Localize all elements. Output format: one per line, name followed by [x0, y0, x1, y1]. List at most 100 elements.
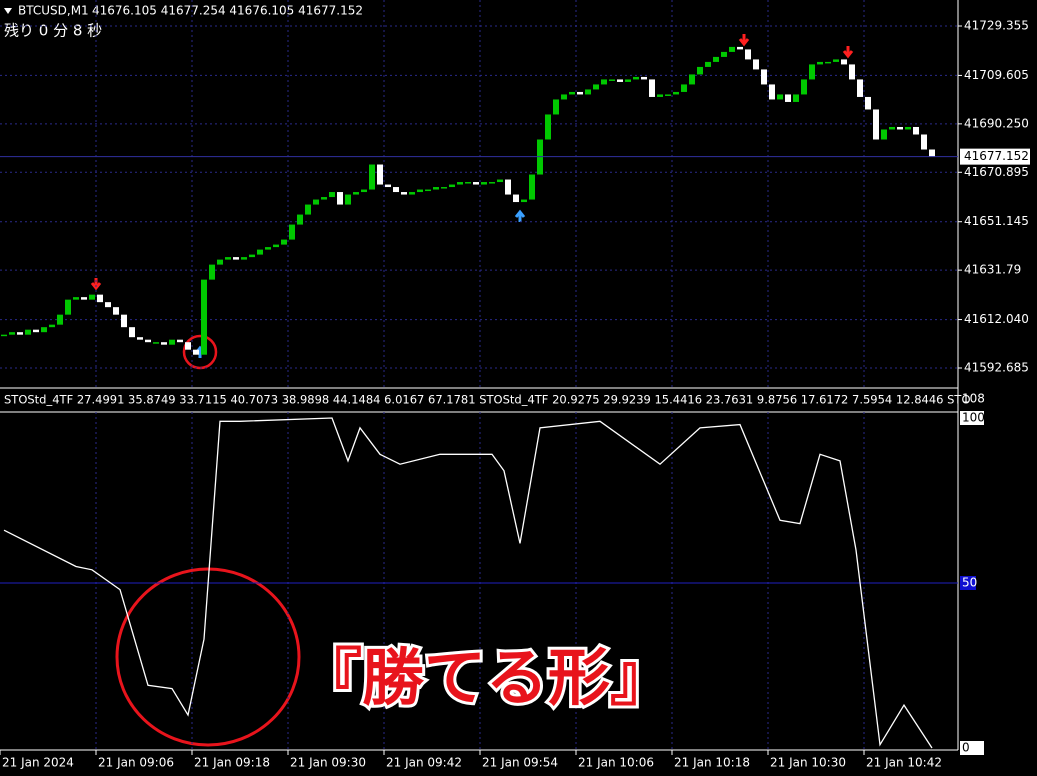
candle [209, 264, 215, 280]
candle [729, 46, 735, 52]
candle [377, 164, 383, 185]
candle [881, 129, 887, 140]
candle [41, 327, 47, 333]
candle [129, 327, 135, 338]
candle [289, 224, 295, 240]
candle [817, 61, 823, 65]
candle [121, 314, 127, 328]
candle [553, 99, 559, 115]
candle [577, 91, 583, 95]
candle [57, 314, 63, 325]
indicator-tick-label: 50 [962, 576, 977, 590]
candle [353, 192, 359, 195]
candle [265, 247, 271, 250]
y-tick-label: 41592.685 [964, 361, 1029, 375]
candle [929, 149, 935, 157]
candle [329, 192, 335, 198]
x-tick-label: 21 Jan 09:06 [98, 756, 174, 770]
candle [609, 79, 615, 81]
candle [73, 297, 79, 300]
candle [737, 46, 743, 50]
candle [225, 257, 231, 260]
candle [361, 189, 367, 193]
indicator-header: STOStd_4TF 27.4991 35.8749 33.7115 40.70… [4, 393, 971, 407]
candle [425, 189, 431, 192]
x-tick-label: 21 Jan 09:54 [482, 756, 558, 770]
y-tick-label: 41631.79 [964, 263, 1021, 277]
x-tick-label: 21 Jan 10:30 [770, 756, 846, 770]
candle [65, 299, 71, 315]
candle [161, 342, 167, 345]
candle [753, 59, 759, 70]
candle [721, 51, 727, 57]
candle [241, 257, 247, 260]
indicator-tick-label: 0 [962, 741, 970, 755]
candle [249, 254, 255, 258]
candle [177, 339, 183, 343]
candle [785, 94, 791, 102]
countdown: 残り 0 分 8 秒 [4, 22, 102, 40]
candle [825, 61, 831, 64]
candle [169, 339, 175, 345]
candle [529, 174, 535, 200]
quote: 41676.105 41677.254 41676.105 41677.152 [92, 4, 363, 18]
indicator-scale-max: 108 [962, 392, 985, 406]
candle [433, 187, 439, 190]
candle [569, 91, 575, 95]
x-tick-label: 21 Jan 10:18 [674, 756, 750, 770]
candle [337, 192, 343, 205]
candle [17, 332, 23, 335]
candle [601, 79, 607, 85]
y-tick-label: 41709.605 [964, 68, 1029, 82]
x-tick-label: 21 Jan 2024 [2, 756, 74, 770]
candle [233, 257, 239, 260]
candle [417, 189, 423, 193]
candle [793, 94, 799, 102]
candle [761, 69, 767, 85]
candle [297, 214, 303, 225]
candle [393, 187, 399, 193]
candle [641, 76, 647, 80]
x-tick-label: 21 Jan 09:30 [290, 756, 366, 770]
x-tick-label: 21 Jan 10:42 [866, 756, 942, 770]
candle [809, 64, 815, 80]
candle [585, 89, 591, 95]
candle [457, 182, 463, 185]
candle [1, 334, 7, 337]
y-tick-label: 41651.145 [964, 214, 1029, 228]
candle [521, 199, 527, 203]
candle [745, 49, 751, 60]
candle [633, 76, 639, 80]
candle [369, 164, 375, 190]
candle [81, 297, 87, 300]
candle [9, 332, 15, 335]
candle [489, 182, 495, 184]
symbol-title: BTCUSD,M1 [18, 4, 89, 18]
candle [593, 84, 599, 90]
candle [873, 109, 879, 140]
candle [545, 114, 551, 140]
candle [89, 294, 95, 300]
candle [201, 279, 207, 355]
candle [801, 79, 807, 95]
sell-arrow [738, 34, 750, 47]
menu-triangle [4, 8, 12, 14]
annotation: 『勝てる形』 [300, 641, 672, 714]
candle [25, 329, 31, 335]
level-box [960, 576, 976, 590]
x-tick-label: 21 Jan 09:18 [194, 756, 270, 770]
candle [897, 126, 903, 130]
x-tick-label: 21 Jan 09:42 [386, 756, 462, 770]
candle [849, 64, 855, 80]
sell-arrow [90, 278, 102, 291]
candle [281, 239, 287, 245]
candle [217, 259, 223, 265]
candle [673, 91, 679, 95]
candle [561, 94, 567, 100]
y-tick-label: 41729.355 [964, 19, 1029, 33]
candle [617, 79, 623, 82]
candle [145, 339, 151, 343]
candle [625, 79, 631, 82]
candle [713, 56, 719, 62]
y-tick-label: 41670.895 [964, 165, 1029, 179]
